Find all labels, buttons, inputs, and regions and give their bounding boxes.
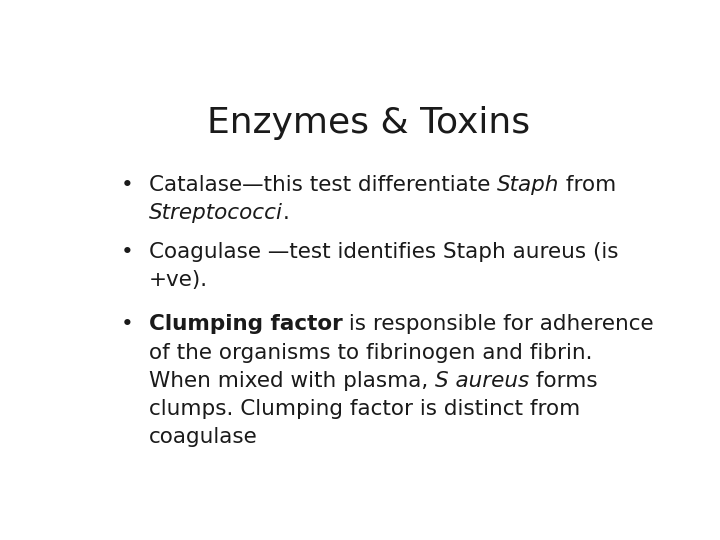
Text: •: • (121, 175, 133, 195)
Text: •: • (121, 241, 133, 261)
Text: Coagulase —test identifies Staph aureus (is: Coagulase —test identifies Staph aureus … (148, 241, 618, 261)
Text: When mixed with plasma,: When mixed with plasma, (148, 371, 435, 391)
Text: Streptococci: Streptococci (148, 203, 282, 223)
Text: •: • (121, 314, 133, 334)
Text: +ve).: +ve). (148, 270, 207, 290)
Text: is responsible for adherence: is responsible for adherence (342, 314, 654, 334)
Text: coagulase: coagulase (148, 427, 257, 447)
Text: of the organisms to fibrinogen and fibrin.: of the organisms to fibrinogen and fibri… (148, 342, 592, 362)
Text: S aureus: S aureus (435, 371, 529, 391)
Text: clumps. Clumping factor is distinct from: clumps. Clumping factor is distinct from (148, 399, 580, 419)
Text: forms: forms (529, 371, 598, 391)
Text: Clumping factor: Clumping factor (148, 314, 342, 334)
Text: .: . (282, 203, 289, 223)
Text: Enzymes & Toxins: Enzymes & Toxins (207, 106, 531, 140)
Text: Staph: Staph (497, 175, 559, 195)
Text: from: from (559, 175, 616, 195)
Text: Catalase—this test differentiate: Catalase—this test differentiate (148, 175, 497, 195)
